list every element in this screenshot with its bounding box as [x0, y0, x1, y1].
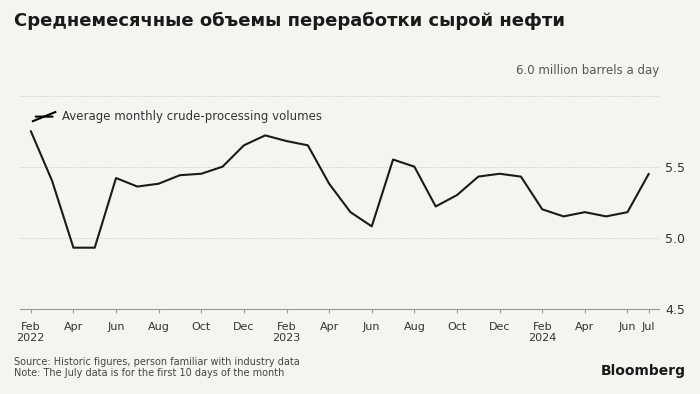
Text: Jun: Jun — [363, 322, 381, 332]
Text: Feb
2024: Feb 2024 — [528, 322, 556, 343]
Text: Dec: Dec — [489, 322, 510, 332]
Text: Среднемесячные объемы переработки сырой нефти: Среднемесячные объемы переработки сырой … — [14, 12, 565, 30]
Text: Source: Historic figures, person familiar with industry data
Note: The July data: Source: Historic figures, person familia… — [14, 357, 300, 378]
Text: Jun: Jun — [107, 322, 125, 332]
Text: Average monthly crude-processing volumes: Average monthly crude-processing volumes — [62, 110, 322, 123]
Text: Jul: Jul — [642, 322, 655, 332]
Text: Apr: Apr — [575, 322, 594, 332]
Text: Oct: Oct — [447, 322, 467, 332]
Text: Apr: Apr — [64, 322, 83, 332]
Text: Jun: Jun — [619, 322, 636, 332]
Text: Oct: Oct — [192, 322, 211, 332]
Text: Aug: Aug — [148, 322, 169, 332]
Text: Apr: Apr — [319, 322, 339, 332]
Text: Feb
2023: Feb 2023 — [272, 322, 300, 343]
Text: Feb
2022: Feb 2022 — [17, 322, 45, 343]
Text: Dec: Dec — [233, 322, 255, 332]
Text: Aug: Aug — [403, 322, 426, 332]
Text: 6.0 million barrels a day: 6.0 million barrels a day — [516, 64, 659, 77]
Text: Bloomberg: Bloomberg — [601, 364, 686, 378]
